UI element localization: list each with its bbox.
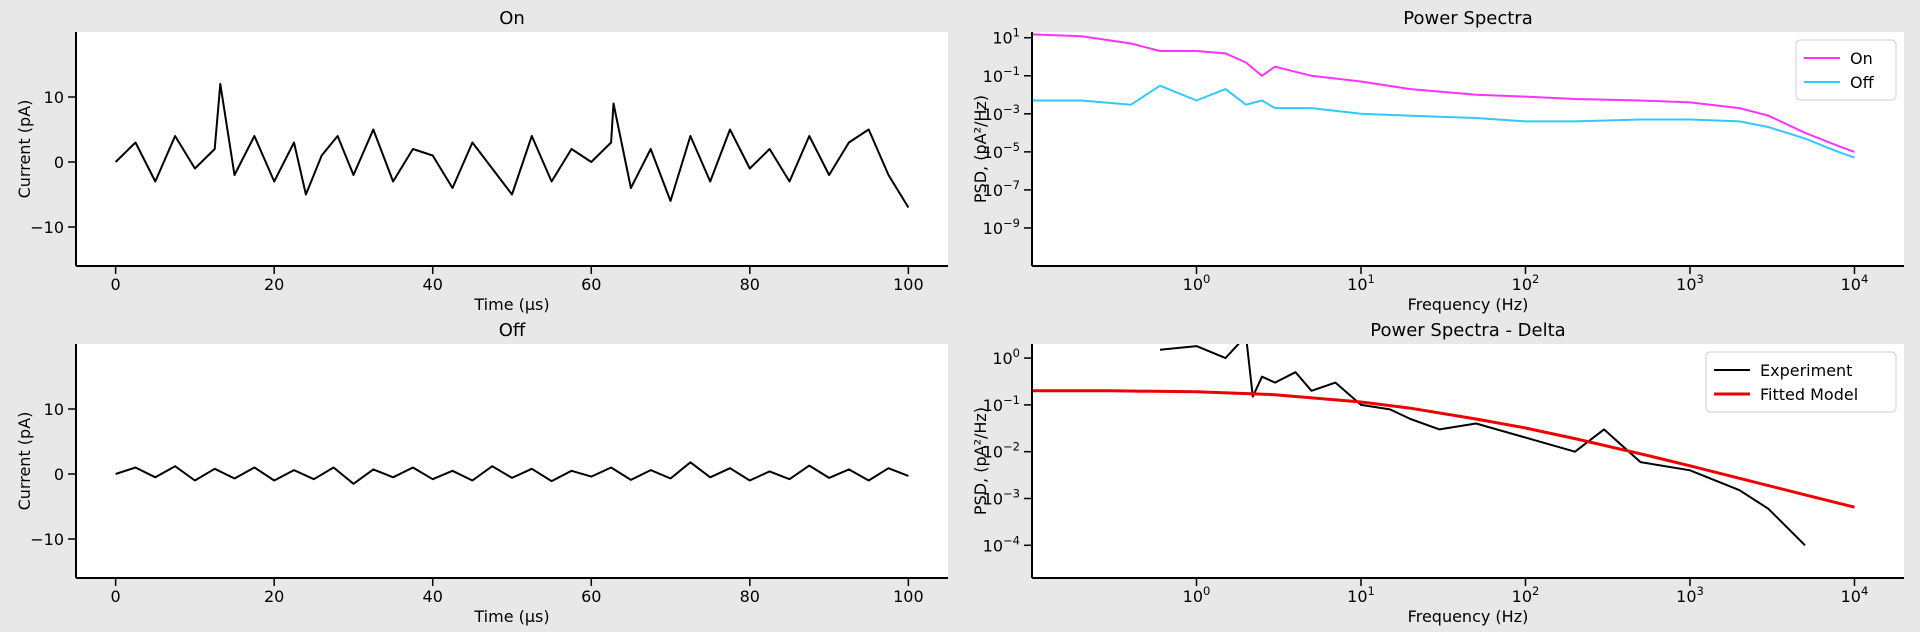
y-axis-title: Current (pA) — [15, 100, 34, 199]
x-tick-label: 102 — [1512, 272, 1540, 294]
y-tick-label: 10−3 — [983, 102, 1020, 124]
legend-label: Fitted Model — [1760, 385, 1858, 404]
x-tick-label: 101 — [1347, 584, 1375, 606]
y-tick-label: 0 — [54, 465, 64, 484]
legend-label: On — [1850, 49, 1873, 68]
x-tick-label: 101 — [1347, 272, 1375, 294]
x-tick-label: 40 — [423, 275, 443, 294]
x-tick-label: 104 — [1841, 584, 1869, 606]
x-tick-label: 103 — [1676, 272, 1704, 294]
x-tick-label: 40 — [423, 587, 443, 606]
x-tick-label: 0 — [111, 587, 121, 606]
series-group — [1032, 33, 1855, 159]
x-tick-label: 100 — [1183, 272, 1211, 294]
x-tick-label: 0 — [111, 275, 121, 294]
x-tick-label: 60 — [581, 587, 601, 606]
x-tick-label: 102 — [1512, 584, 1540, 606]
x-axis-title: Time (µs) — [473, 607, 549, 626]
x-tick-label: 104 — [1841, 272, 1869, 294]
y-tick-label: 10−7 — [983, 178, 1020, 200]
legend-box — [1705, 351, 1897, 413]
y-tick-label: 10−5 — [983, 140, 1020, 162]
x-tick-label: 20 — [264, 587, 284, 606]
x-tick-label: 100 — [893, 275, 924, 294]
legend: On Off — [1795, 39, 1897, 101]
y-axis-title: PSD, (pA²/Hz) — [971, 95, 990, 203]
power-spectra-delta-panel: 100 101 102 103 104 10−4 10−3 10−2 10−1 100 Power … — [971, 320, 1904, 626]
y-tick-label: −10 — [30, 530, 64, 549]
trace-series-line — [115, 461, 909, 485]
x-axis-title: Frequency (Hz) — [1408, 295, 1529, 314]
y-tick-label: 10−4 — [983, 533, 1020, 555]
chart-title: Power Spectra — [1403, 8, 1532, 29]
series-group — [114, 83, 910, 209]
y-tick-label: 10−3 — [983, 486, 1020, 508]
x-tick-label: 100 — [893, 587, 924, 606]
series-group — [1032, 344, 1855, 547]
y-tick-label: 100 — [992, 346, 1020, 368]
legend-label: Off — [1850, 73, 1875, 92]
on-series-line — [1032, 33, 1855, 153]
x-tick-label: 20 — [264, 275, 284, 294]
legend-label: Experiment — [1760, 361, 1852, 380]
off-series-line — [1032, 84, 1855, 159]
x-tick-label: 80 — [740, 275, 760, 294]
y-tick-label: 0 — [54, 153, 64, 172]
y-tick-label: 101 — [992, 26, 1020, 48]
x-tick-label: 60 — [581, 275, 601, 294]
fitted-model-series-line — [1032, 389, 1855, 509]
plot-area — [76, 32, 948, 266]
y-tick-label: 10 — [44, 400, 64, 419]
on-current-trace-panel: 0 20 40 60 80 100 −10 0 10 On Time (µs) Current (pA… — [15, 8, 948, 314]
y-axis-title: PSD, (pA²/Hz) — [971, 407, 990, 515]
plot-area — [76, 344, 948, 578]
y-tick-label: 10−2 — [983, 440, 1020, 462]
off-current-trace-panel: 0 20 40 60 80 100 −10 0 10 Off Time (µs) Current (p… — [15, 320, 948, 626]
plot-area — [1032, 32, 1904, 266]
legend: Experiment Fitted Model — [1705, 351, 1897, 413]
y-axis-title: Current (pA) — [15, 412, 34, 511]
chart-title: Power Spectra - Delta — [1370, 320, 1565, 341]
legend-box — [1795, 39, 1897, 101]
chart-title: On — [499, 8, 525, 29]
y-tick-label: 10−1 — [983, 393, 1020, 415]
y-tick-label: 10−1 — [983, 64, 1020, 86]
y-tick-label: −10 — [30, 218, 64, 237]
x-tick-label: 103 — [1676, 584, 1704, 606]
x-tick-label: 80 — [740, 587, 760, 606]
chart-title: Off — [499, 320, 526, 341]
experiment-series-line — [1159, 344, 1806, 547]
x-axis-title: Frequency (Hz) — [1408, 607, 1529, 626]
trace-series-line — [114, 83, 910, 209]
x-axis-title: Time (µs) — [473, 295, 549, 314]
power-spectra-panel: 100 101 102 103 104 10−9 10−7 10−5 10−3 10−1 101 Po… — [971, 8, 1904, 314]
series-group — [115, 461, 909, 485]
y-tick-label: 10 — [44, 88, 64, 107]
y-tick-label: 10−9 — [983, 216, 1020, 238]
x-tick-label: 100 — [1183, 584, 1211, 606]
